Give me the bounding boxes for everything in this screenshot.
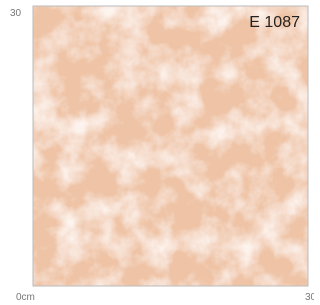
- product-code: E 1087: [249, 14, 300, 31]
- tile-texture: [33, 6, 308, 286]
- scale-origin: 0cm: [16, 292, 35, 303]
- scale-right: 30: [305, 292, 314, 303]
- page: 30 0cm 30 E 1087 (() => { const data = J…: [0, 0, 314, 305]
- tile-swatch: 30 0cm 30 E 1087: [0, 0, 314, 305]
- scale-top: 30: [10, 8, 22, 19]
